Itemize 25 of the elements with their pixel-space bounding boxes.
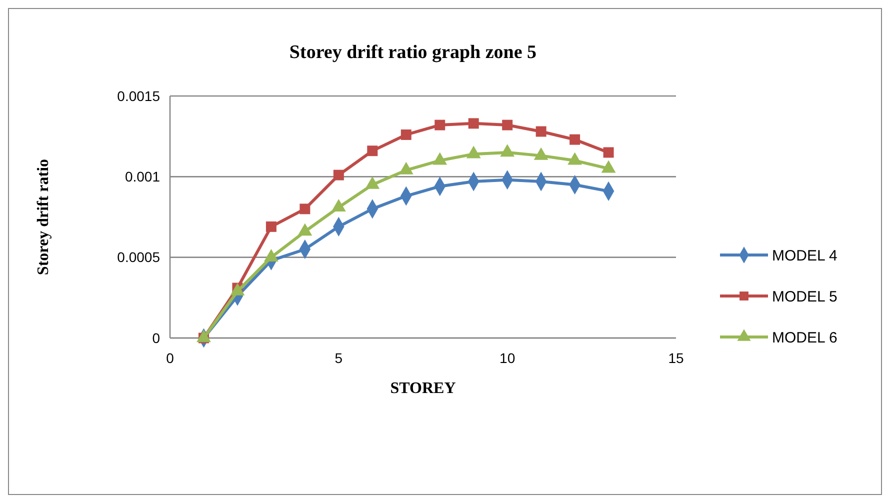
y-tick-label: 0.0005: [117, 249, 160, 266]
y-tick-label: 0: [152, 330, 160, 346]
y-axis-title: Storey drift ratio: [35, 158, 52, 276]
point: [536, 126, 546, 137]
point: [468, 118, 479, 129]
point: [603, 147, 614, 158]
point: [502, 120, 513, 130]
point: [333, 170, 344, 180]
point: [367, 146, 378, 156]
x-tick-label: 5: [334, 350, 343, 366]
legend-label: MODEL 5: [772, 288, 838, 306]
point: [400, 129, 412, 140]
x-tick-label: 0: [166, 350, 174, 366]
y-tick-label: 0.001: [124, 168, 160, 185]
legend-label: MODEL 4: [772, 247, 838, 264]
y-tick-label: 0.0015: [117, 88, 160, 104]
x-axis-title: STOREY: [390, 380, 456, 397]
point: [434, 120, 446, 130]
chart-title: Storey drift ratio graph zone 5: [289, 42, 537, 63]
x-tick-label: 15: [668, 350, 684, 366]
legend-label: MODEL 6: [772, 329, 838, 346]
x-tick-label: 10: [500, 350, 516, 366]
point: [266, 221, 276, 232]
point: [300, 204, 310, 214]
point: [570, 134, 580, 145]
